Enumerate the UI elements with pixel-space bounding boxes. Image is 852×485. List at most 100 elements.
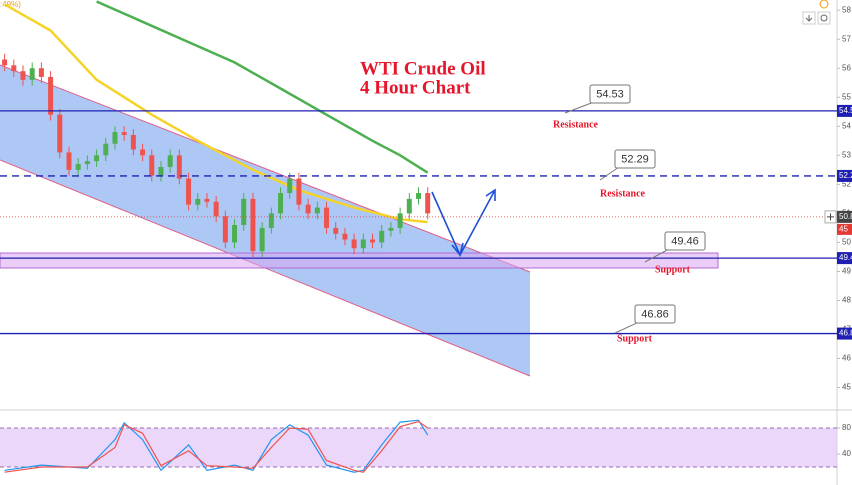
level-tag (837, 252, 852, 265)
candle-body (259, 227, 265, 252)
candle-body (213, 201, 219, 217)
candle-body (11, 65, 17, 72)
callout-pointer (644, 248, 670, 263)
candle-body (314, 207, 320, 214)
candle-body (94, 155, 100, 162)
candle-body (388, 227, 394, 231)
y-tick-label: 55 (842, 92, 851, 101)
y-tick-label: 58 (842, 5, 851, 14)
candle-body (406, 198, 412, 214)
candle-body (278, 193, 284, 214)
corner-label: :49%) (0, 0, 21, 9)
icon-button[interactable] (817, 11, 831, 25)
y-tick-label: 56 (842, 63, 851, 72)
level-tag (837, 327, 852, 340)
candle-body (324, 207, 330, 228)
candle-body (370, 239, 376, 243)
y-tick-label: 54 (842, 121, 851, 130)
candle-body (66, 152, 72, 170)
callout-pointer (614, 321, 640, 334)
candle-body (360, 239, 366, 249)
candle-body (195, 198, 201, 205)
candle-body (232, 225, 238, 243)
moving-average (3, 3, 428, 224)
last-price-label: 50.88 (839, 212, 852, 221)
candle-body (75, 164, 81, 170)
candle-body (379, 230, 385, 243)
y-tick-label: 45 (842, 383, 851, 392)
candle-body (425, 193, 431, 214)
y-tick-label: 48 (842, 296, 851, 305)
candle-body (305, 204, 311, 214)
candle-body (158, 166, 164, 176)
level-tag-label: 49.46 (839, 253, 852, 262)
candle-body (416, 193, 421, 199)
candle-body (296, 178, 302, 205)
candle-body (103, 143, 109, 156)
y-tick-label: 52 (842, 179, 851, 188)
oscillator-band (0, 428, 837, 467)
channel-upper (0, 64, 531, 273)
callout-box (664, 231, 706, 251)
candle-body (48, 76, 54, 115)
candle-body (333, 227, 339, 234)
arrow-head (485, 188, 496, 201)
arrow-head (451, 242, 464, 257)
y-tick-label: 57 (842, 34, 851, 43)
callout-value: 46.86 (641, 308, 669, 320)
level-label: Support (655, 264, 691, 275)
y-tick-label: 49 (842, 267, 851, 276)
countdown-tag (837, 223, 852, 235)
candle-body (112, 132, 118, 144)
candle-body (222, 216, 228, 243)
level-label: Resistance (600, 188, 646, 199)
crosshair-icon (827, 213, 834, 221)
candle-body (250, 198, 256, 252)
candle-body (2, 59, 8, 66)
candle-body (204, 198, 210, 202)
icon-arrow (805, 15, 813, 22)
candle-body (84, 161, 90, 165)
chart-title: WTI Crude Oil (360, 58, 486, 79)
oscillator-line (4, 420, 429, 473)
icon-coin (819, 0, 829, 9)
candle-body (38, 68, 44, 77)
y-tick-label: 50 (842, 238, 851, 247)
callout-value: 52.29 (621, 153, 649, 165)
candle-body (149, 155, 155, 176)
callout-pointer (564, 101, 595, 114)
level-tag-label: 54.53 (839, 106, 852, 115)
y-tick-label: 40 (842, 449, 851, 458)
candle-body (20, 71, 26, 80)
candle-body (140, 149, 146, 156)
candle-body (241, 198, 247, 225)
y-tick-label: 46 (842, 354, 851, 363)
callout-box (589, 84, 631, 104)
candle-body (268, 213, 274, 228)
level-label: Support (617, 333, 653, 344)
oscillator-line (4, 419, 429, 473)
candle-body (342, 233, 348, 240)
callout-box (614, 149, 656, 169)
candle-body (186, 178, 192, 205)
y-tick-label: 80 (842, 423, 851, 432)
last-price-tag (837, 210, 852, 223)
y-tick-label: 53 (842, 150, 851, 159)
level-tag-label: 52.29 (839, 171, 852, 180)
callout-value: 54.53 (596, 88, 624, 100)
candle-body (57, 114, 63, 153)
level-tag (837, 169, 852, 182)
level-label: Resistance (553, 119, 599, 130)
support-zone (0, 252, 719, 269)
candle-body (29, 68, 35, 80)
callout-box (634, 304, 676, 324)
level-tag-label: 46.86 (839, 329, 852, 338)
candle-body (130, 135, 136, 150)
chart-subtitle: 4 Hour Chart (360, 77, 471, 98)
candle-body (397, 213, 403, 228)
level-tag (837, 104, 852, 117)
candle-body (167, 155, 173, 167)
